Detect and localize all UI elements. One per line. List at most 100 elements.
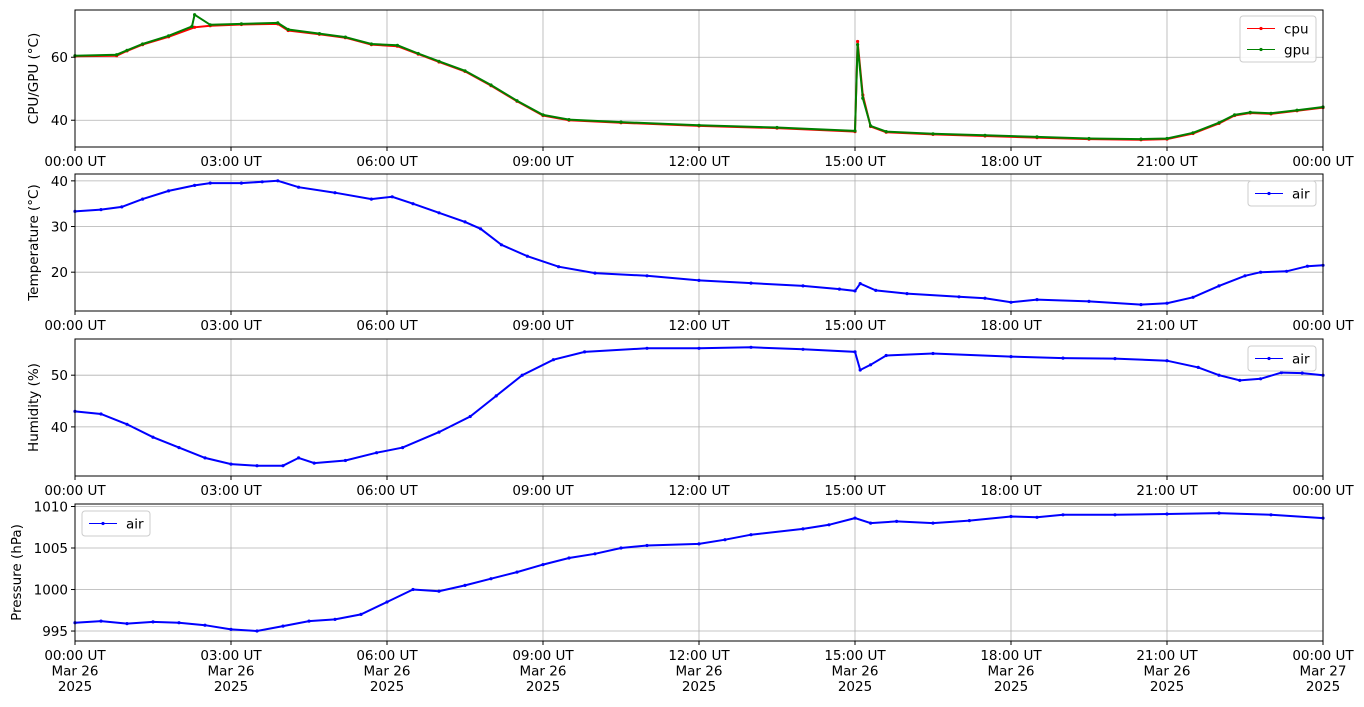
data-point xyxy=(401,446,405,450)
data-point xyxy=(333,617,337,622)
legend-entry-air: air xyxy=(1292,352,1310,368)
y-tick-label: 40 xyxy=(51,420,68,436)
data-point xyxy=(1196,365,1200,369)
data-point xyxy=(853,129,857,133)
x-tick-label: 00:00 UT xyxy=(44,318,106,334)
data-point xyxy=(1248,110,1252,114)
data-point xyxy=(1139,303,1143,307)
y-tick-label: 1000 xyxy=(34,583,68,599)
data-point xyxy=(489,83,493,87)
data-point xyxy=(775,125,779,130)
data-point xyxy=(645,346,649,350)
data-point xyxy=(1165,512,1169,516)
data-point xyxy=(489,577,493,581)
data-point xyxy=(967,519,972,523)
data-point xyxy=(203,623,207,627)
data-point xyxy=(931,521,935,525)
data-point xyxy=(1035,515,1039,519)
data-point xyxy=(983,133,987,137)
data-point xyxy=(1243,274,1247,278)
data-point xyxy=(208,23,212,27)
data-point xyxy=(645,543,649,548)
data-point xyxy=(1009,300,1013,304)
data-point xyxy=(463,220,467,224)
data-point xyxy=(239,22,243,26)
data-point xyxy=(193,25,197,29)
x-tick-label: 09:00 UT xyxy=(512,483,574,499)
data-point xyxy=(1269,111,1273,115)
x-tick-label: 06:00 UT xyxy=(356,483,418,499)
data-point xyxy=(1233,113,1237,117)
data-point xyxy=(411,202,415,206)
data-point xyxy=(697,278,701,282)
data-point xyxy=(515,99,519,103)
data-point xyxy=(151,435,155,439)
data-point xyxy=(369,197,373,201)
data-point xyxy=(297,456,301,460)
legend-entry-gpu: gpu xyxy=(1284,43,1310,59)
data-point xyxy=(390,195,394,199)
data-point xyxy=(190,24,194,28)
data-point xyxy=(1061,356,1065,360)
data-point xyxy=(905,292,909,296)
x-tick-label: 00:00 UT Mar 27 2025 xyxy=(1292,648,1354,695)
data-point xyxy=(468,414,472,419)
data-point xyxy=(801,347,805,351)
y-axis-label: Temperature (°C) xyxy=(26,184,42,302)
data-point xyxy=(1165,359,1169,363)
data-point xyxy=(619,546,623,550)
data-point xyxy=(869,363,873,367)
legend-swatch-marker xyxy=(101,521,105,526)
legend-swatch-marker xyxy=(1267,191,1271,196)
y-tick-label: 1010 xyxy=(34,499,68,515)
data-point xyxy=(499,243,503,247)
data-point xyxy=(177,621,181,625)
data-point xyxy=(931,351,935,356)
data-point xyxy=(141,42,145,46)
chart-panel-4: 00:00 UT Mar 26 2025 03:00 UT Mar 26 2025 06:0… xyxy=(9,499,1354,695)
chart-panel-2: 00:00 UT 03:00 UT 06:00 UT 09:00 UT 12:00 UT… xyxy=(26,173,1354,334)
x-tick-label: 21:00 UT xyxy=(1136,318,1198,334)
data-point xyxy=(1087,299,1091,303)
data-point xyxy=(229,627,233,632)
data-point xyxy=(1305,264,1309,268)
data-point xyxy=(853,516,857,520)
data-point xyxy=(856,43,860,47)
data-point xyxy=(1217,511,1221,515)
x-tick-label: 12:00 UT Mar 26 2025 xyxy=(668,648,730,695)
legend: air xyxy=(1247,180,1317,207)
data-point xyxy=(255,629,259,633)
legend-box xyxy=(1239,15,1317,63)
data-point xyxy=(208,181,212,185)
data-point xyxy=(359,612,363,617)
data-point xyxy=(141,197,145,201)
data-point xyxy=(297,185,301,189)
y-tick-label: 995 xyxy=(42,624,68,640)
data-point xyxy=(593,552,597,556)
legend: air xyxy=(81,510,151,537)
data-point xyxy=(193,13,197,17)
data-point xyxy=(567,556,571,560)
data-point xyxy=(884,353,888,358)
series-line-air xyxy=(74,346,1324,467)
data-point xyxy=(593,271,597,275)
x-tick-label: 18:00 UT xyxy=(980,483,1042,499)
data-point xyxy=(463,69,467,73)
data-point xyxy=(1009,355,1013,359)
data-point xyxy=(1217,284,1221,288)
x-tick-label: 12:00 UT xyxy=(668,318,730,334)
x-tick-label: 00:00 UT xyxy=(1292,483,1354,499)
data-point xyxy=(853,289,857,293)
data-point xyxy=(619,120,623,124)
x-tick-label: 09:00 UT Mar 26 2025 xyxy=(512,648,574,695)
data-point xyxy=(125,622,129,626)
data-point xyxy=(1113,357,1117,361)
data-point xyxy=(801,527,805,531)
y-tick-label: 1005 xyxy=(34,541,68,557)
data-point xyxy=(515,570,519,574)
x-tick-label: 15:00 UT Mar 26 2025 xyxy=(824,648,886,695)
data-point xyxy=(827,523,831,527)
data-point xyxy=(801,284,805,288)
data-point xyxy=(1087,136,1091,141)
